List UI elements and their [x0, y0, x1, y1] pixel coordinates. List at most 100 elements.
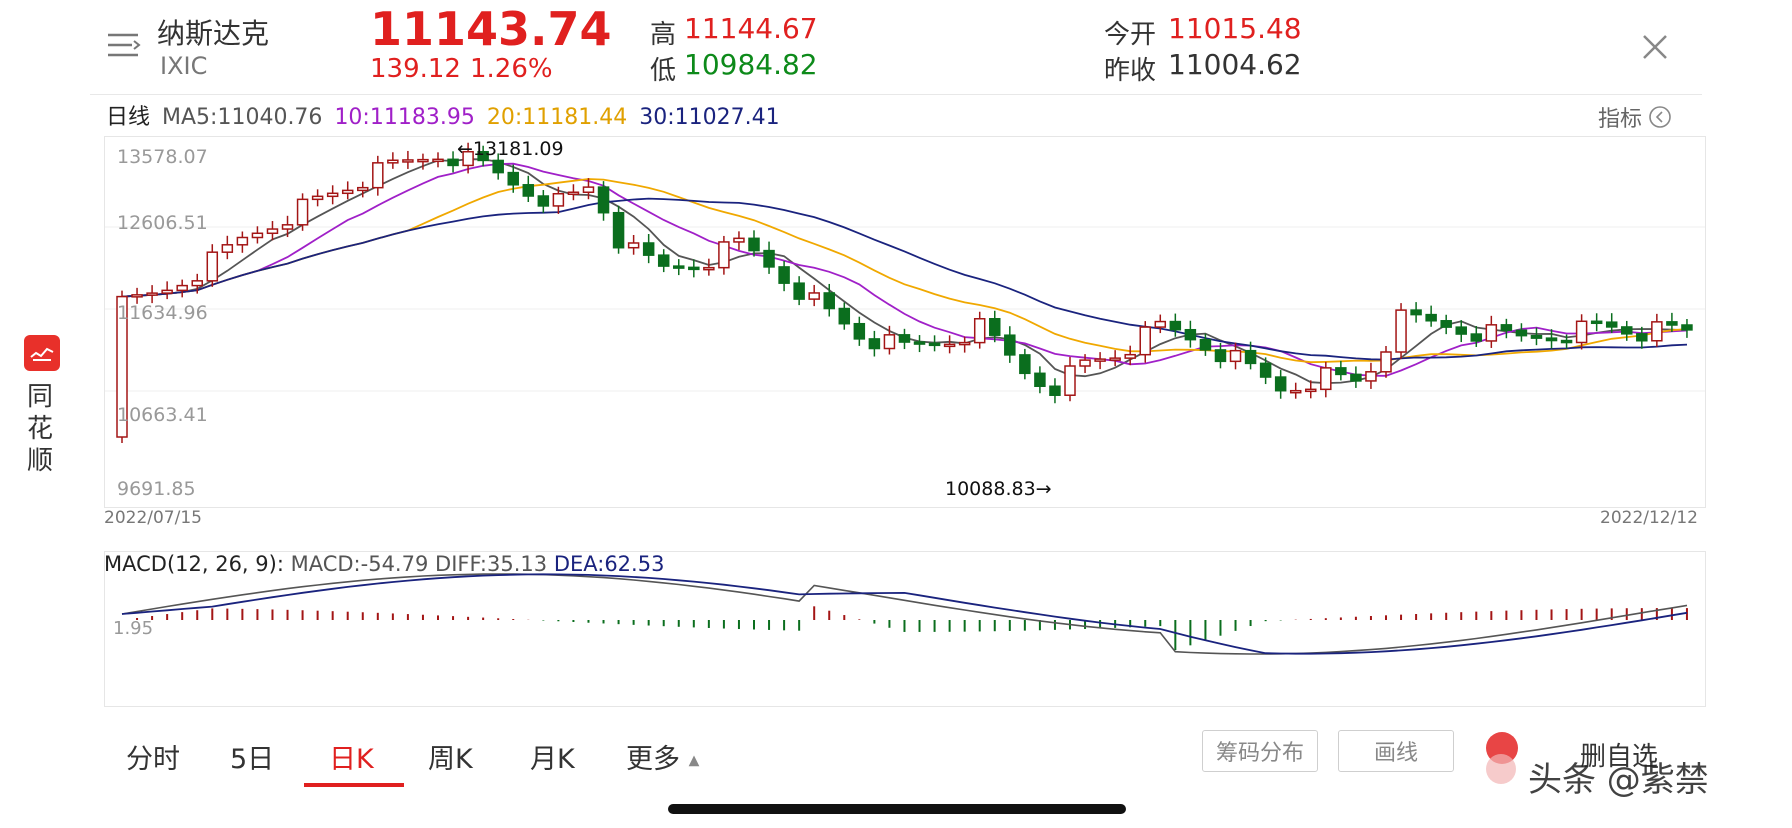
candle-body	[1500, 324, 1513, 331]
candle-body	[146, 292, 158, 296]
index-name: 纳斯达克	[157, 17, 270, 50]
indicator-label: 指标	[1598, 107, 1643, 132]
menu-icon[interactable]	[106, 30, 142, 60]
tab-5day[interactable]: 5日	[230, 744, 275, 775]
candle-body	[191, 280, 203, 287]
candle-body	[823, 292, 835, 310]
candle-body	[1244, 349, 1257, 365]
candle-body	[582, 186, 595, 193]
caret-up-icon: ▲	[688, 752, 700, 769]
candle-body	[1079, 359, 1091, 367]
tab-daily-k[interactable]: 日K	[329, 744, 374, 775]
candle-body	[417, 158, 429, 163]
chip-distribution-button[interactable]: 筹码分布	[1202, 730, 1318, 772]
price-change: 139.12	[370, 54, 461, 84]
candle-body	[1274, 376, 1287, 392]
candle-body	[1425, 313, 1437, 322]
candle-body	[808, 292, 820, 300]
candle-body	[402, 159, 414, 163]
candle-body	[131, 294, 143, 298]
candle-body	[1139, 326, 1151, 356]
candle-body	[236, 236, 249, 246]
tab-intraday[interactable]: 分时	[126, 744, 180, 775]
candle-body	[1455, 326, 1467, 335]
index-code: IXIC	[160, 52, 208, 80]
open-value: 11015.48	[1168, 12, 1302, 45]
candle-body	[206, 251, 219, 282]
candle-body	[281, 224, 294, 230]
high-label: 高	[650, 20, 677, 50]
candle-body	[989, 318, 1001, 336]
close-icon[interactable]	[1640, 32, 1670, 62]
candle-body	[522, 184, 535, 197]
candle-body	[1440, 320, 1452, 328]
candle-body	[1410, 309, 1422, 316]
candle-body	[1320, 367, 1332, 391]
candle-body	[898, 334, 911, 343]
chevron-left-icon	[1649, 106, 1671, 128]
candle-body	[1109, 357, 1121, 361]
kline-chart[interactable]: 13578.07 12606.51 11634.96 10663.41 9691.85 …	[104, 136, 1706, 508]
high-value: 11144.67	[684, 12, 818, 45]
current-price: 11143.74	[370, 2, 612, 56]
date-start: 2022/07/15	[104, 508, 202, 528]
candle-body	[1214, 349, 1227, 363]
y-tick-label: 10663.41	[117, 404, 208, 426]
candle-body	[793, 282, 805, 300]
ma30-value: 30:11027.41	[639, 105, 780, 130]
ma20-value: 20:11181.44	[486, 105, 628, 130]
candle-body	[1169, 320, 1182, 331]
remove-watchlist-button[interactable]: 删自选	[1480, 726, 1700, 786]
candle-body	[1590, 320, 1603, 325]
candle-body	[1666, 321, 1678, 326]
candle-body	[853, 322, 866, 340]
candle-body	[838, 307, 851, 325]
candle-body	[1636, 333, 1648, 342]
candle-body	[266, 228, 279, 235]
candle-body	[1530, 334, 1543, 339]
candle-body	[387, 159, 399, 164]
low-value: 10984.82	[684, 48, 818, 81]
candle-body	[251, 232, 264, 239]
candle-body	[1681, 324, 1693, 331]
tab-weekly-k[interactable]: 周K	[428, 744, 473, 775]
macd-chart[interactable]: 1.95	[104, 551, 1706, 707]
candle-body	[221, 244, 234, 253]
candle-body	[1515, 329, 1528, 337]
candle-body	[913, 341, 926, 345]
macd-tick: 1.95	[113, 618, 153, 639]
candle-body	[597, 186, 610, 214]
candle-body	[688, 266, 700, 271]
ma10-value: 10:11183.95	[334, 105, 475, 130]
candle-body	[1560, 339, 1573, 344]
active-tab-indicator	[304, 783, 404, 787]
header-divider	[90, 94, 1702, 95]
draw-line-button[interactable]: 画线	[1338, 730, 1454, 772]
candle-body	[507, 171, 519, 186]
candle-body	[432, 158, 444, 163]
brand-name: 同花顺	[27, 382, 54, 476]
macd-value: MACD:-54.79	[290, 552, 429, 576]
candle-body	[778, 266, 790, 284]
candle-body	[673, 265, 685, 269]
tab-more[interactable]: 更多 ▲	[626, 737, 699, 776]
candle-body	[161, 289, 173, 294]
candle-body	[1305, 388, 1317, 393]
candle-body	[1094, 358, 1106, 362]
price-change-pct: 1.26%	[470, 54, 553, 84]
candle-body	[958, 341, 971, 346]
candle-body	[326, 192, 339, 198]
candle-body	[1034, 372, 1046, 387]
tab-monthly-k[interactable]: 月K	[530, 744, 575, 775]
candle-body	[296, 198, 309, 226]
candle-body	[612, 211, 625, 249]
indicator-button[interactable]: 指标	[1598, 102, 1672, 132]
dea-line	[121, 573, 1688, 655]
pink-dot-icon	[1486, 754, 1516, 784]
candle-body	[943, 343, 956, 348]
candle-body	[477, 150, 489, 162]
dea-value: DEA:62.53	[553, 552, 665, 576]
candle-body	[1259, 362, 1272, 378]
candle-body	[748, 237, 760, 252]
candle-body	[567, 191, 580, 195]
